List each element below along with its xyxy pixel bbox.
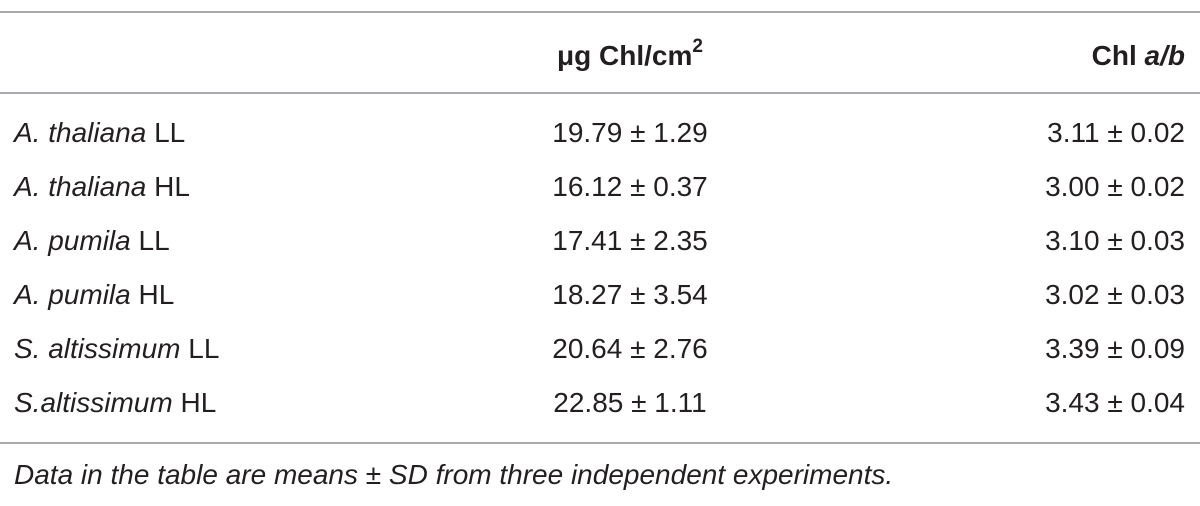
chl-content-cell: 19.79 ± 1.29 <box>552 117 708 148</box>
species-name: S. altissimum <box>14 333 181 364</box>
header-italic: a/b <box>1144 40 1185 71</box>
species-name: S.altissimum <box>14 387 173 418</box>
top-rule <box>0 11 1200 13</box>
column-header: μg Chl/cm2 <box>557 36 703 73</box>
header-rule <box>0 92 1200 94</box>
row-label: A. pumila LL <box>14 224 170 258</box>
chl-ratio-cell: 3.00 ± 0.02 <box>1045 171 1185 202</box>
row-label: A. thaliana HL <box>14 170 190 204</box>
column-header: Chl a/b <box>1092 39 1185 73</box>
chl-ratio-cell: 3.11 ± 0.02 <box>1047 117 1185 148</box>
chl-ratio-cell: 3.43 ± 0.04 <box>1045 387 1185 418</box>
bottom-rule <box>0 442 1200 444</box>
species-name: A. thaliana <box>14 117 147 148</box>
chl-ratio-cell: 3.10 ± 0.03 <box>1045 225 1185 256</box>
chl-content-cell: 17.41 ± 2.35 <box>552 225 708 256</box>
species-name: A. pumila <box>14 225 131 256</box>
chl-content-cell: 16.12 ± 0.37 <box>552 171 708 202</box>
row-label: A. thaliana LL <box>14 116 185 150</box>
light-condition: LL <box>138 225 170 256</box>
chl-content-cell: 22.85 ± 1.11 <box>553 387 707 418</box>
light-condition: HL <box>138 279 175 310</box>
species-name: A. thaliana <box>14 171 147 202</box>
table-footnote: Data in the table are means ± SD from th… <box>14 459 894 490</box>
row-label: A. pumila HL <box>14 278 174 312</box>
row-label: S. altissimum LL <box>14 332 219 366</box>
light-condition: HL <box>180 387 217 418</box>
header-text: μg Chl/cm <box>557 40 693 71</box>
chl-ratio-cell: 3.02 ± 0.03 <box>1045 279 1185 310</box>
header-superscript: 2 <box>692 36 703 57</box>
row-label: S.altissimum HL <box>14 386 216 420</box>
light-condition: LL <box>154 117 186 148</box>
chl-content-cell: 18.27 ± 3.54 <box>552 279 708 310</box>
light-condition: HL <box>154 171 190 202</box>
chl-content-cell: 20.64 ± 2.76 <box>552 333 708 364</box>
species-name: A. pumila <box>14 279 131 310</box>
header-text: Chl <box>1091 40 1137 71</box>
light-condition: LL <box>188 333 220 364</box>
chl-ratio-cell: 3.39 ± 0.09 <box>1045 333 1185 364</box>
